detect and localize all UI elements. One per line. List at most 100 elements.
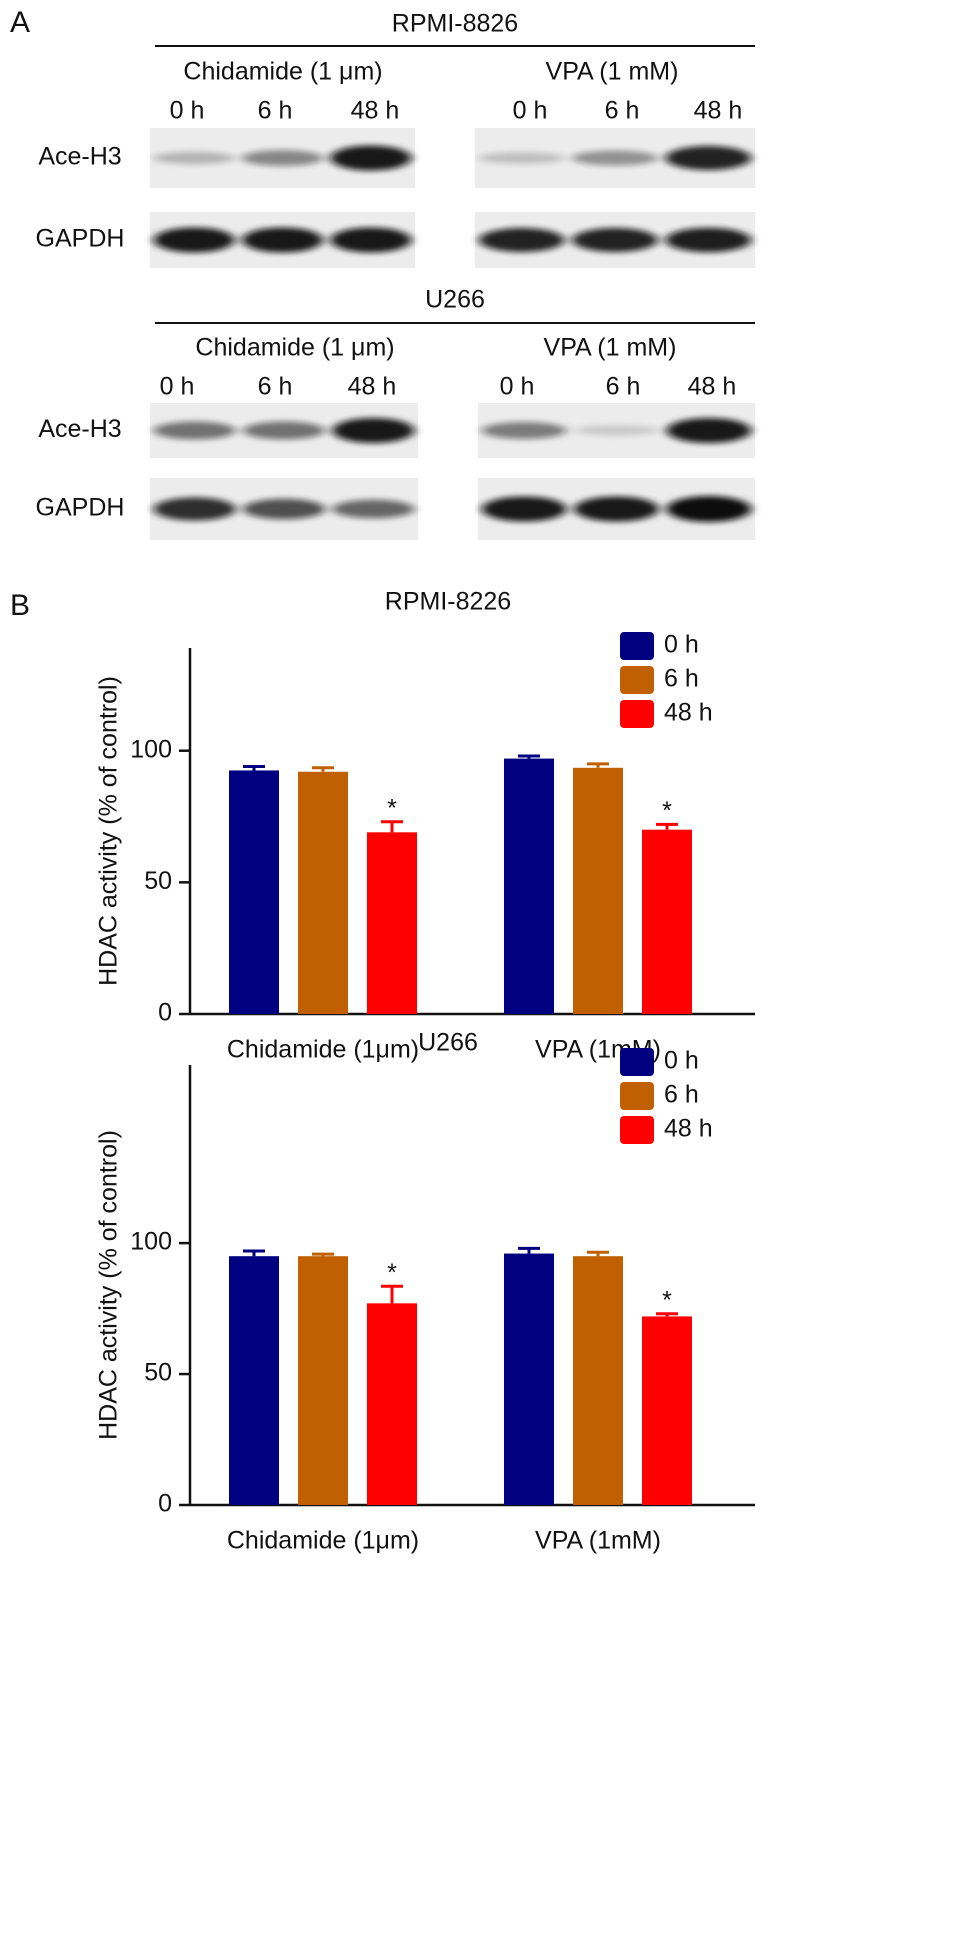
panel-label: A <box>10 6 30 39</box>
legend-swatch <box>620 632 654 660</box>
blot-band <box>574 496 659 522</box>
blot-band <box>481 422 567 439</box>
time-label: 6 h <box>258 373 293 401</box>
error-bar <box>381 1284 403 1304</box>
blot-band <box>242 421 326 440</box>
bar <box>367 832 417 1014</box>
chart-title: RPMI-8226 <box>385 588 511 616</box>
cell-line-label: RPMI-8826 <box>392 10 518 38</box>
time-label: 0 h <box>160 373 195 401</box>
time-label: 6 h <box>605 97 640 125</box>
legend-label: 0 h <box>664 631 699 659</box>
bar <box>504 758 554 1014</box>
x-tick-label: Chidamide (1μm) <box>227 1527 419 1555</box>
blot-band <box>572 227 658 253</box>
blot-band <box>153 151 235 165</box>
legend-label: 0 h <box>664 1047 699 1075</box>
time-label: 48 h <box>694 97 743 125</box>
blot-band <box>481 496 567 522</box>
blot-band <box>666 417 752 444</box>
blot-band <box>574 425 659 436</box>
treatment-label: Chidamide (1 μm) <box>183 58 382 86</box>
panel-label: B <box>10 589 30 622</box>
legend-label: 6 h <box>664 1081 699 1109</box>
treatment-label: Chidamide (1 μm) <box>195 334 394 362</box>
blot-band <box>242 498 326 520</box>
error-bar <box>518 754 540 759</box>
chart-title: U266 <box>418 1029 478 1057</box>
error-bar <box>587 1250 609 1257</box>
time-label: 48 h <box>688 373 737 401</box>
bar <box>367 1303 417 1505</box>
blot-band <box>665 145 752 171</box>
significance-mark: * <box>387 794 397 822</box>
x-tick-label: Chidamide (1μm) <box>227 1036 419 1064</box>
bar <box>298 1256 348 1505</box>
blot-band <box>572 150 658 166</box>
time-label: 0 h <box>500 373 535 401</box>
y-axis-label: HDAC activity (% of control) <box>95 676 123 986</box>
y-tick-label: 0 <box>158 1490 172 1518</box>
legend-swatch <box>620 1082 654 1110</box>
bar <box>229 1256 279 1505</box>
significance-mark: * <box>662 1286 672 1314</box>
bar <box>642 829 692 1014</box>
error-bar <box>243 1249 265 1257</box>
error-bar <box>518 1246 540 1254</box>
significance-mark: * <box>387 1259 397 1287</box>
blot-band <box>241 149 324 167</box>
time-label: 6 h <box>258 97 293 125</box>
legend-swatch <box>620 1048 654 1076</box>
legend-swatch <box>620 666 654 694</box>
blot-band <box>330 227 412 253</box>
bar <box>573 1256 623 1505</box>
bar <box>642 1316 692 1505</box>
row-label: Ace-H3 <box>38 143 121 171</box>
blot-band <box>332 417 415 444</box>
legend-label: 48 h <box>664 699 713 727</box>
row-label: GAPDH <box>36 225 125 253</box>
treatment-label: VPA (1 mM) <box>546 58 679 86</box>
error-bar <box>243 764 265 771</box>
error-bar <box>587 762 609 768</box>
blot-band <box>665 227 752 253</box>
y-tick-label: 100 <box>130 735 172 763</box>
error-bar <box>656 1312 678 1317</box>
legend-swatch <box>620 1116 654 1144</box>
bar <box>298 771 348 1014</box>
time-label: 0 h <box>513 97 548 125</box>
blot-band <box>241 227 324 253</box>
cell-line-label: U266 <box>425 286 485 314</box>
blot-band <box>666 496 752 522</box>
error-bar <box>656 822 678 830</box>
y-tick-label: 100 <box>130 1228 172 1256</box>
blot-band <box>478 152 565 164</box>
blot-band <box>332 499 415 519</box>
error-bar <box>312 766 334 772</box>
time-label: 6 h <box>606 373 641 401</box>
blot-band <box>153 421 236 440</box>
error-bar <box>381 820 403 833</box>
x-tick-label: VPA (1mM) <box>535 1527 661 1555</box>
blot-band <box>330 145 412 171</box>
legend-label: 48 h <box>664 1115 713 1143</box>
blot-band <box>153 227 235 253</box>
error-bar <box>312 1252 334 1257</box>
blot-band <box>478 227 565 253</box>
bar <box>573 767 623 1014</box>
legend-swatch <box>620 700 654 728</box>
bar <box>504 1253 554 1505</box>
y-tick-label: 50 <box>144 1359 172 1387</box>
y-tick-label: 50 <box>144 867 172 895</box>
time-label: 48 h <box>348 373 397 401</box>
bar <box>229 770 279 1014</box>
y-tick-label: 0 <box>158 999 172 1027</box>
legend-label: 6 h <box>664 665 699 693</box>
y-axis-label: HDAC activity (% of control) <box>95 1130 123 1440</box>
time-label: 0 h <box>170 97 205 125</box>
treatment-label: VPA (1 mM) <box>544 334 677 362</box>
time-label: 48 h <box>351 97 400 125</box>
row-label: Ace-H3 <box>38 415 121 443</box>
